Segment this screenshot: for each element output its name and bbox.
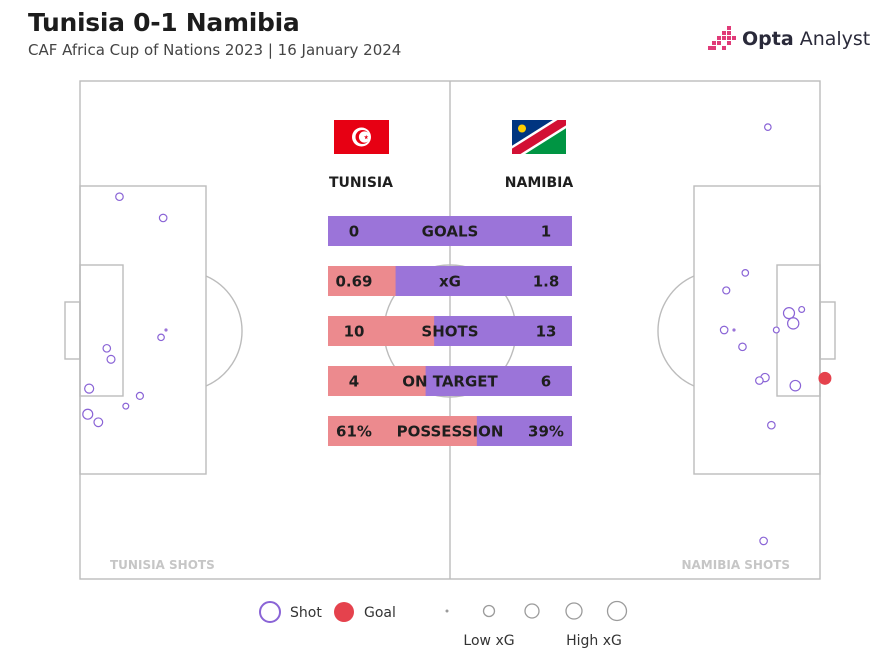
away-shot-marker xyxy=(722,286,731,295)
home-shot-marker xyxy=(115,192,124,202)
away-shot-marker xyxy=(755,376,764,385)
stat-label: ON TARGET xyxy=(402,373,498,391)
home-shot-marker xyxy=(102,343,112,353)
stat-bar-home xyxy=(328,316,435,346)
home-shot-marker xyxy=(158,213,168,223)
shot-markers xyxy=(82,123,832,546)
home-penalty-spot xyxy=(164,328,168,332)
home-penalty-box xyxy=(79,185,207,475)
stat-away-value: 1 xyxy=(541,223,551,241)
away-shot-marker xyxy=(782,307,796,320)
brand-name: Opta Analyst xyxy=(742,28,871,50)
away-penalty-spot xyxy=(732,328,736,332)
away-shot-marker xyxy=(772,326,780,334)
away-team-name: NAMIBIA xyxy=(505,175,574,191)
stat-home-value: 61% xyxy=(336,423,372,441)
home-shot-marker xyxy=(135,391,145,401)
away-shot-marker xyxy=(767,420,776,430)
away-shot-marker xyxy=(786,317,800,330)
legend-goal-marker xyxy=(334,602,354,622)
legend-shot-label: Shot xyxy=(290,605,322,621)
stat-row: 61% POSSESSION 39% xyxy=(328,416,572,446)
away-goal xyxy=(819,301,836,360)
stat-bar-home xyxy=(328,366,426,396)
home-shot-marker xyxy=(82,408,94,420)
legend: Shot Goal Low xG High xG xyxy=(259,600,628,649)
legend-xg-size-2 xyxy=(482,604,496,618)
away-shot-marker xyxy=(764,123,772,131)
stat-away-value: 1.8 xyxy=(533,273,560,291)
stat-row: 0.69 xG 1.8 xyxy=(328,266,572,296)
away-shot-marker xyxy=(798,305,806,314)
stat-bar-home xyxy=(328,266,396,296)
stat-label: POSSESSION xyxy=(397,423,504,441)
stat-bar-home xyxy=(328,416,477,446)
page-subtitle: CAF Africa Cup of Nations 2023 | 16 Janu… xyxy=(28,41,402,59)
away-penalty-arc xyxy=(657,275,695,387)
legend-xg-size-1 xyxy=(445,609,449,613)
away-shot-marker xyxy=(789,379,802,392)
legend-shot-marker xyxy=(259,601,281,623)
legend-high-xg-label: High xG xyxy=(566,633,622,649)
away-shot-marker xyxy=(738,342,747,352)
stat-away-value: 13 xyxy=(536,323,557,341)
stat-label: SHOTS xyxy=(421,323,478,341)
stat-away-value: 6 xyxy=(541,373,551,391)
home-shot-marker xyxy=(106,354,116,364)
stat-row: 0 GOALS 1 xyxy=(328,216,572,246)
stat-row: 4 ON TARGET 6 xyxy=(328,366,572,396)
stat-home-value: 4 xyxy=(349,373,359,391)
legend-low-xg-label: Low xG xyxy=(463,633,514,649)
away-goal-marker xyxy=(818,371,832,385)
legend-goal-label: Goal xyxy=(364,605,396,621)
stat-home-value: 0.69 xyxy=(335,273,372,291)
tunisia-flag xyxy=(334,120,389,154)
stat-away-value: 39% xyxy=(528,423,564,441)
home-penalty-arc xyxy=(205,275,243,387)
away-penalty-box xyxy=(693,185,821,475)
pitch-markings xyxy=(64,80,836,580)
home-goal xyxy=(64,301,81,360)
away-shot-marker xyxy=(759,536,768,546)
namibia-flag xyxy=(512,120,566,154)
away-six-yard-box xyxy=(776,264,821,397)
opta-dots-icon xyxy=(708,26,736,50)
home-team-name: TUNISIA xyxy=(329,175,393,191)
stat-bar-away xyxy=(328,216,572,246)
home-shot-marker xyxy=(93,417,104,428)
stat-row: 10 SHOTS 13 xyxy=(328,316,572,346)
stat-label: GOALS xyxy=(422,223,479,241)
legend-xg-size-4 xyxy=(565,602,583,620)
stat-home-value: 0 xyxy=(349,223,359,241)
stat-home-value: 10 xyxy=(344,323,365,341)
legend-xg-size-3 xyxy=(524,603,540,619)
page-title: Tunisia 0-1 Namibia xyxy=(28,8,300,37)
home-shot-marker xyxy=(157,333,165,342)
stat-comparison-table: 0 GOALS 1 0.69 xG 1.8 10 SHOTS 13 4 ON TARGET 6 61% P… xyxy=(328,216,572,446)
home-shot-marker xyxy=(122,402,130,410)
away-shot-marker xyxy=(741,269,750,277)
away-shots-label: NAMIBIA SHOTS xyxy=(681,558,790,572)
legend-xg-size-5 xyxy=(606,600,628,622)
home-shots-label: TUNISIA SHOTS xyxy=(110,558,215,572)
stat-label: xG xyxy=(439,273,461,291)
away-shot-marker xyxy=(719,325,729,335)
opta-analyst-logo: Opta Analyst xyxy=(708,26,870,52)
home-shot-marker xyxy=(84,383,95,394)
home-six-yard-box xyxy=(79,264,124,397)
